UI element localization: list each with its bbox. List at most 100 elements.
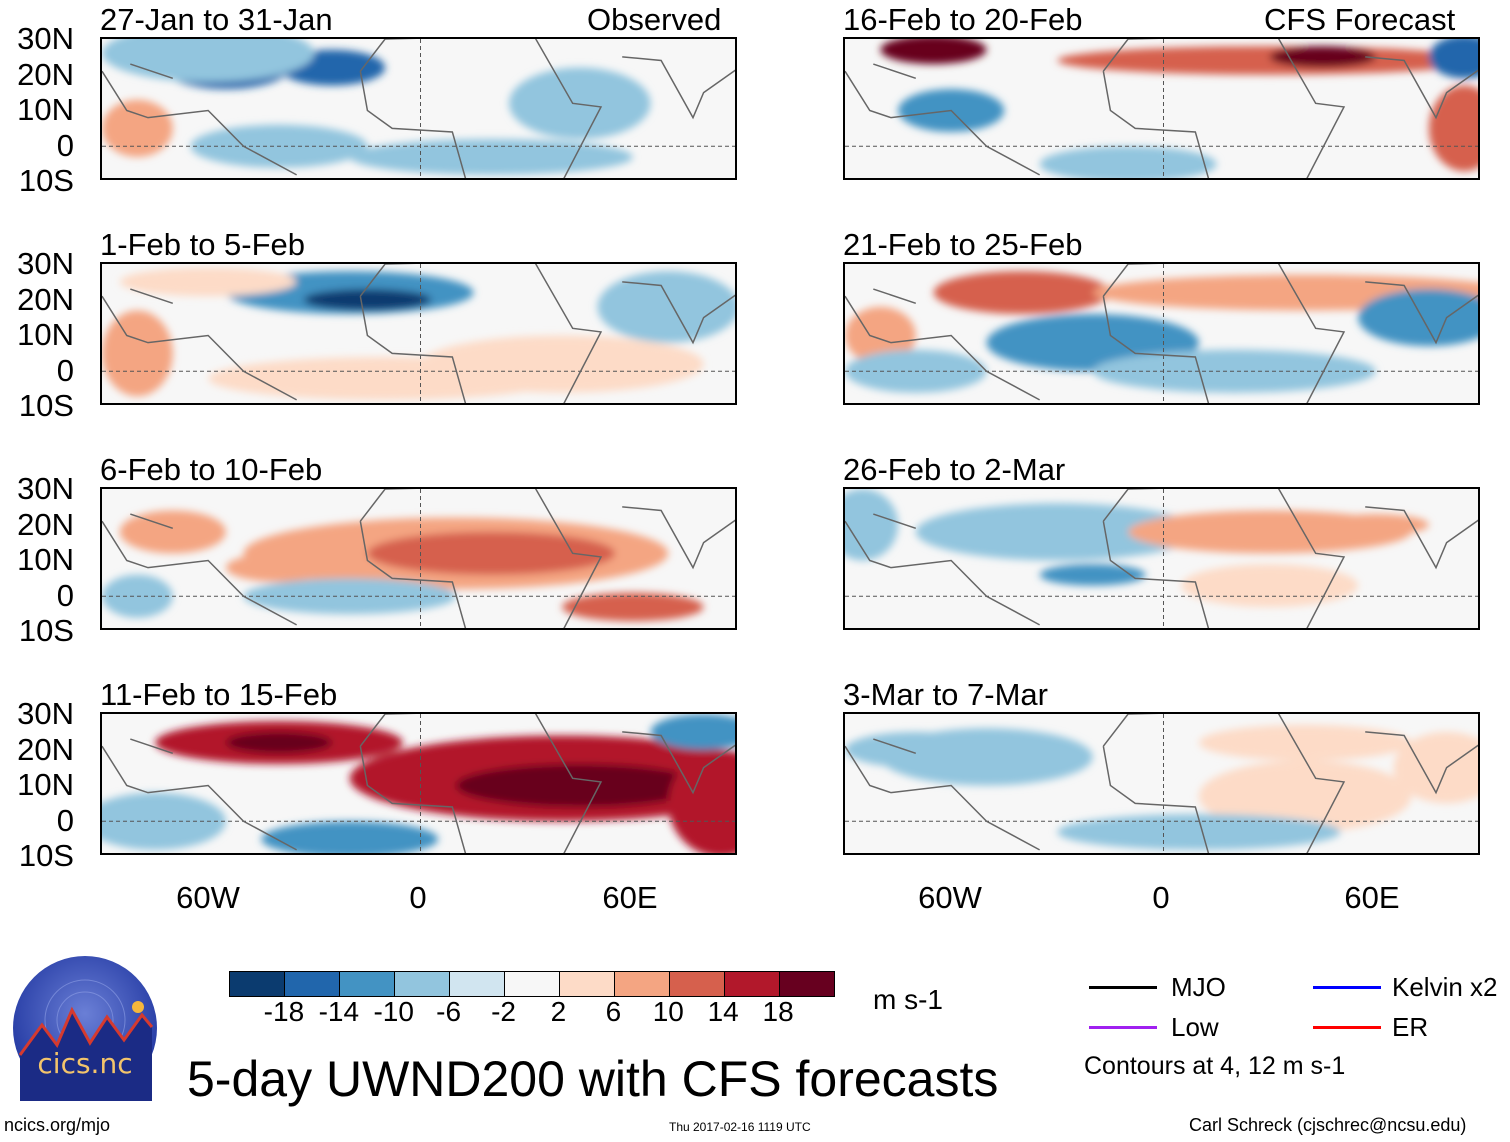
coastline-africa bbox=[359, 714, 603, 853]
anomaly-region bbox=[1057, 46, 1478, 75]
coastline-americas bbox=[102, 738, 297, 851]
panel-title: 3-Mar to 7-Mar bbox=[843, 677, 1048, 712]
map-panel bbox=[843, 712, 1480, 855]
lat-label: 10N bbox=[17, 542, 74, 577]
anomaly-region bbox=[562, 592, 704, 622]
panel-title: 1-Feb to 5-Feb bbox=[100, 227, 306, 262]
anomaly-region bbox=[102, 39, 315, 82]
colorbar-unit: m s-1 bbox=[873, 984, 943, 1015]
anomaly-region bbox=[119, 510, 226, 554]
colorbar-tick-label: -14 bbox=[318, 996, 360, 1027]
coastline-africa bbox=[1102, 39, 1346, 178]
coastline-americas bbox=[102, 513, 297, 626]
colorbar-tick-label: 6 bbox=[605, 996, 622, 1027]
anomaly-region bbox=[455, 764, 704, 807]
lat-label: 10N bbox=[17, 317, 74, 352]
colorbar-tick-label: -18 bbox=[263, 996, 305, 1027]
lat-label: 20N bbox=[17, 506, 74, 542]
lat-label: 20N bbox=[17, 281, 74, 317]
lat-label: 0 bbox=[56, 352, 74, 388]
anomaly-region bbox=[1269, 46, 1376, 68]
lon-label: 60E bbox=[602, 880, 658, 915]
coastline-india bbox=[622, 281, 735, 345]
lat-label: 30N bbox=[17, 246, 74, 281]
lon-label: 0 bbox=[1152, 880, 1170, 915]
legend-line-er bbox=[1313, 1026, 1381, 1029]
anomaly-region bbox=[880, 39, 987, 65]
anomaly-region bbox=[225, 553, 333, 582]
legend-label: ER bbox=[1392, 1012, 1429, 1042]
colorbar-swatch bbox=[230, 972, 285, 996]
anomaly-region bbox=[349, 139, 633, 175]
anomaly-region bbox=[1057, 814, 1341, 850]
map-panel bbox=[100, 712, 737, 855]
coastline-africa bbox=[359, 489, 603, 628]
anomaly-field bbox=[845, 264, 1478, 403]
coastline-india bbox=[622, 56, 735, 120]
figure-title: 5-day UWND200 with CFS forecasts bbox=[187, 1051, 999, 1107]
colorbar-swatch bbox=[780, 972, 834, 996]
anomaly-region bbox=[1358, 289, 1478, 347]
cics-logo: cics.nc bbox=[12, 955, 158, 1101]
coastline-africa bbox=[1102, 489, 1346, 628]
panel-title: 6-Feb to 10-Feb bbox=[100, 452, 323, 487]
coastline-americas bbox=[845, 738, 1040, 851]
colorbar-swatch bbox=[615, 972, 670, 996]
map-panel bbox=[843, 262, 1480, 405]
anomaly-region bbox=[1181, 564, 1359, 607]
source-link[interactable]: ncics.org/mjo bbox=[4, 1115, 111, 1135]
colorbar-swatch bbox=[340, 972, 395, 996]
colorbar-swatch bbox=[505, 972, 560, 996]
colorbar-tick-label: -2 bbox=[491, 996, 516, 1027]
anomaly-region bbox=[668, 749, 735, 853]
anomaly-field bbox=[845, 39, 1478, 178]
anomaly-region bbox=[597, 271, 735, 343]
coastline-africa bbox=[1102, 714, 1346, 853]
map-panel bbox=[100, 262, 737, 405]
panel-title: 16-Feb to 20-Feb bbox=[843, 2, 1083, 37]
colorbar-tick-label: 10 bbox=[652, 996, 684, 1027]
colorbar-tick-label: -10 bbox=[373, 996, 414, 1027]
anomaly-region bbox=[1198, 724, 1412, 761]
anomaly-region bbox=[1198, 760, 1412, 832]
lat-label: 10S bbox=[18, 613, 74, 648]
lat-label: 30N bbox=[17, 471, 74, 506]
anomaly-region bbox=[208, 356, 563, 400]
anomaly-region bbox=[845, 489, 899, 561]
lon-label: 0 bbox=[409, 880, 427, 915]
panel-title: 11-Feb to 15-Feb bbox=[100, 677, 338, 712]
anomaly-region bbox=[102, 99, 173, 157]
coastline-india bbox=[1365, 731, 1478, 795]
anomaly-field bbox=[845, 714, 1478, 853]
lat-label: 10N bbox=[17, 767, 74, 802]
anomaly-region bbox=[1428, 85, 1478, 172]
lat-label: 30N bbox=[17, 21, 74, 56]
colorbar-tick-label: 14 bbox=[707, 996, 739, 1027]
coastline-americas bbox=[102, 288, 297, 401]
map-panel bbox=[843, 37, 1480, 180]
anomaly-region bbox=[1092, 349, 1376, 393]
legend-line-mjo bbox=[1089, 986, 1157, 989]
legend-line-low bbox=[1089, 1026, 1157, 1029]
timestamp: Thu 2017-02-16 1119 UTC bbox=[669, 1120, 811, 1134]
map-panel bbox=[843, 487, 1480, 630]
anomaly-region bbox=[845, 731, 987, 768]
colorbar-swatch bbox=[670, 972, 725, 996]
lon-label: 60W bbox=[918, 880, 982, 915]
coastline-india bbox=[1365, 506, 1478, 570]
svg-text:cics.nc: cics.nc bbox=[37, 1047, 132, 1080]
anomaly-region bbox=[1393, 731, 1478, 804]
lat-label: 10S bbox=[18, 163, 74, 198]
coastline-africa bbox=[359, 264, 603, 403]
anomaly-region bbox=[303, 289, 432, 311]
contour-note: Contours at 4, 12 m s-1 bbox=[1084, 1052, 1346, 1080]
lat-label: 10N bbox=[17, 92, 74, 127]
anomaly-field bbox=[102, 714, 735, 853]
anomaly-field bbox=[102, 264, 735, 403]
lat-label: 20N bbox=[17, 731, 74, 767]
anomaly-region bbox=[119, 267, 297, 297]
coastline-americas bbox=[845, 288, 1040, 401]
anomaly-region bbox=[933, 271, 1111, 315]
colorbar-swatch bbox=[450, 972, 505, 996]
map-panel bbox=[100, 37, 737, 180]
